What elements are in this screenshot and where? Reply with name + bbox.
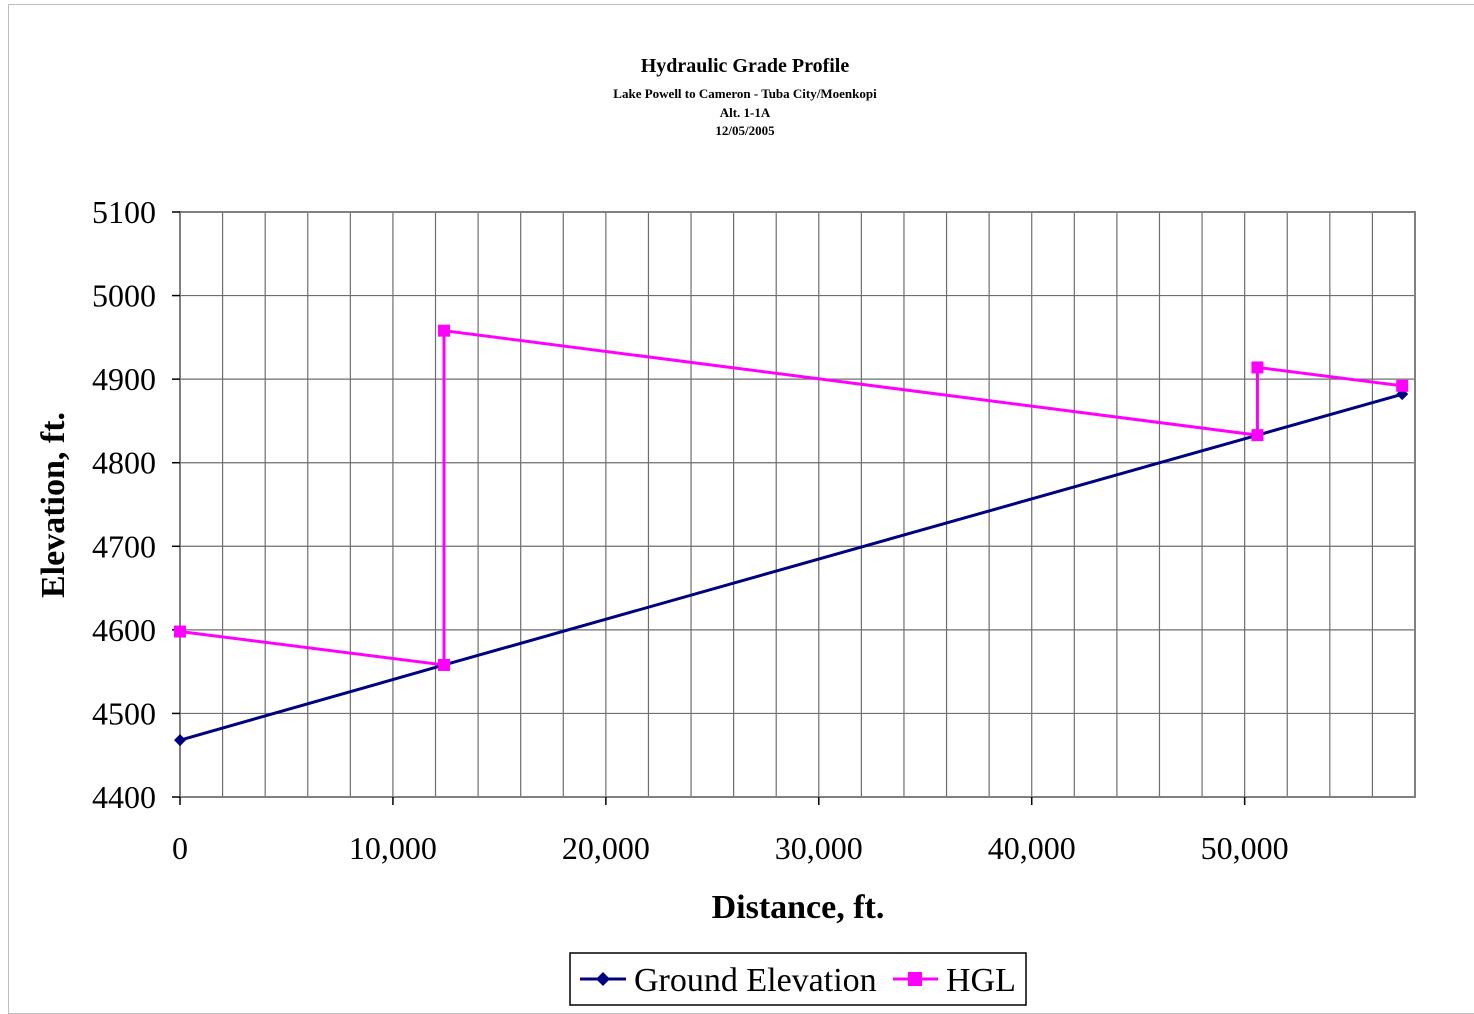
data-point-hgl — [438, 658, 451, 671]
axis-ticks: 4400 4500 4600 4700 4800 4900 5000 5100 0 10,000 2… — [92, 194, 1289, 866]
y-tick-label: 5100 — [92, 194, 156, 230]
legend-ground-elevation-label: Ground Elevation — [634, 962, 877, 999]
x-tick-label: 30,000 — [775, 830, 863, 866]
data-point-hgl — [1251, 429, 1264, 442]
chart-subtitle-line-2: Alt. 1-1A — [720, 105, 771, 120]
y-tick-label: 4800 — [92, 445, 156, 481]
x-tick-label: 0 — [172, 830, 188, 866]
legend: Ground Elevation HGL — [569, 952, 1027, 1006]
y-tick-label: 5000 — [92, 278, 156, 314]
series-line-ground-elevation — [179, 392, 1403, 742]
data-point-hgl — [438, 324, 451, 337]
data-point-hgl — [1251, 361, 1264, 374]
data-point-hgl — [174, 625, 186, 638]
legend-hgl-label: HGL — [946, 962, 1016, 999]
x-tick-label: 50,000 — [1201, 830, 1289, 866]
chart-title: Hydraulic Grade Profile — [641, 55, 850, 77]
plot-area — [180, 212, 1415, 797]
y-tick-label: 4500 — [92, 695, 156, 731]
x-tick-label: 40,000 — [988, 830, 1076, 866]
y-tick-label: 4400 — [92, 779, 156, 815]
plot-border — [179, 211, 1416, 798]
y-tick-label: 4900 — [92, 361, 156, 397]
grid-lines — [180, 212, 1415, 797]
x-axis-label: Distance, ft. — [712, 889, 885, 926]
data-point-ground-elevation — [174, 734, 186, 747]
legend-box — [569, 952, 1027, 1006]
y-tick-label: 4600 — [92, 612, 156, 648]
y-axis-label: Elevation, ft. — [35, 412, 72, 598]
chart-subtitle-line-1: Lake Powell to Cameron - Tuba City/Moenk… — [613, 86, 877, 101]
legend-hgl-marker — [908, 972, 922, 986]
data-point-hgl — [1396, 379, 1409, 392]
series-layer — [174, 324, 1409, 747]
x-tick-label: 20,000 — [562, 830, 650, 866]
x-tick-label: 10,000 — [349, 830, 437, 866]
legend-ground-elevation-marker — [596, 972, 610, 986]
series-line-hgl — [179, 328, 1403, 667]
y-tick-label: 4700 — [92, 528, 156, 564]
chart-subtitle-line-3: 12/05/2005 — [715, 123, 775, 138]
